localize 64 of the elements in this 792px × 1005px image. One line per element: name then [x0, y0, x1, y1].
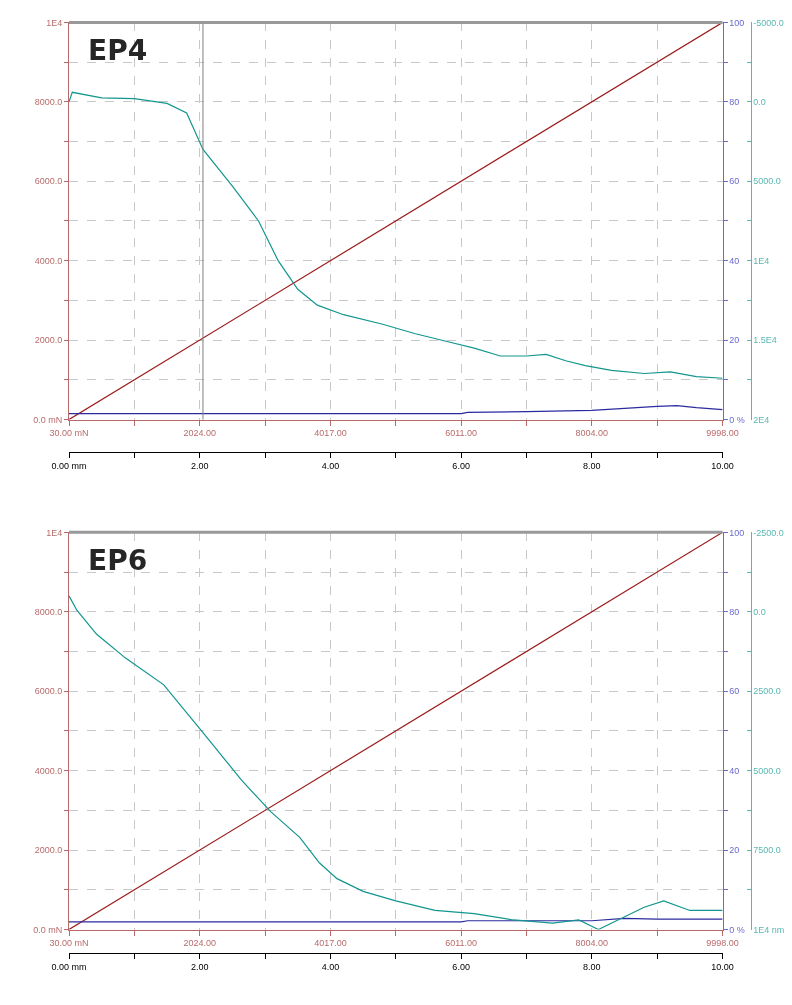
- x-tick-label: 10.00: [711, 961, 734, 972]
- y2-tick-label: 80: [729, 606, 740, 617]
- y2-tick-label: 100: [729, 527, 745, 538]
- y-tick-label: 0.0 mN: [33, 414, 63, 425]
- y3-tick-label: 7500.0: [753, 845, 781, 856]
- x2-tick-label: 8004.00: [575, 428, 609, 439]
- x-tick-label: 10.00: [711, 461, 734, 472]
- y-tick-label: 8000.0: [34, 606, 63, 617]
- x2-tick-label: 4017.00: [314, 428, 347, 439]
- x-tick-label: 0.00 mm: [51, 961, 87, 972]
- y2-tick-label: 80: [729, 96, 740, 107]
- y-tick-label: 8000.0: [34, 96, 63, 107]
- x2-tick-label: 30.00 mN: [49, 938, 89, 949]
- y3-tick-label: -5000.0: [753, 17, 784, 28]
- x2-tick-label: 2024.00: [183, 938, 217, 949]
- y3-tick-label: 5000.0: [753, 765, 781, 776]
- y-tick-label: 2000.0: [34, 335, 63, 346]
- x2-tick-label: 9998.00: [706, 428, 739, 439]
- y3-tick-label: 2500.0: [753, 686, 781, 697]
- y2-tick-label: 0 %: [729, 924, 745, 935]
- y2-tick-label: 40: [729, 765, 740, 776]
- x-tick-label: 0.00 mm: [51, 461, 87, 472]
- text: EP4: [88, 34, 148, 67]
- y2-tick-label: 60: [729, 176, 740, 187]
- y-tick-label: 1E4: [46, 17, 63, 28]
- line-series: [69, 405, 723, 415]
- y2-tick-label: 100: [729, 17, 745, 28]
- x2-tick-label: 8004.00: [575, 938, 609, 949]
- y-tick-label: 4000.0: [34, 765, 63, 776]
- x-tick-label: 6.00: [452, 961, 470, 972]
- y3-tick-label: 1E4 nm: [753, 924, 785, 935]
- y3-tick-label: 1.5E4: [753, 335, 777, 346]
- y-tick-label: 6000.0: [34, 176, 63, 187]
- y3-tick-label: 2E4: [753, 414, 770, 425]
- line-series: [69, 91, 723, 379]
- y3-tick-label: 1E4: [753, 255, 770, 266]
- x-tick-label: 8.00: [583, 961, 601, 972]
- x-tick-label: 8.00: [583, 461, 601, 472]
- y-tick-label: 2000.0: [34, 845, 63, 856]
- x-tick-label: 6.00: [452, 461, 470, 472]
- y2-tick-label: 20: [729, 335, 740, 346]
- x-tick-label: 4.00: [321, 461, 340, 472]
- y2-tick-label: 20: [729, 845, 740, 856]
- y2-tick-label: 60: [729, 686, 740, 697]
- x2-tick-label: 4017.00: [314, 938, 347, 949]
- x2-tick-label: 6011.00: [445, 428, 478, 439]
- x-tick-label: 4.00: [321, 961, 340, 972]
- x2-tick-label: 30.00 mN: [49, 428, 89, 439]
- x2-tick-label: 6011.00: [445, 938, 478, 949]
- y-tick-label: 0.0 mN: [33, 924, 63, 935]
- x-tick-label: 2.00: [190, 461, 209, 472]
- x2-tick-label: 2024.00: [183, 428, 217, 439]
- text: EP6: [88, 544, 148, 577]
- y3-tick-label: 5000.0: [753, 176, 781, 187]
- x-tick-label: 2.00: [190, 961, 209, 972]
- y-tick-label: 6000.0: [34, 686, 63, 697]
- y-tick-label: 1E4: [46, 527, 63, 538]
- y2-tick-label: 0 %: [729, 414, 745, 425]
- y3-tick-label: 0.0: [753, 96, 766, 107]
- y3-tick-label: -2500.0: [753, 527, 784, 538]
- y2-tick-label: 40: [729, 255, 740, 266]
- x2-tick-label: 9998.00: [706, 938, 739, 949]
- y-tick-label: 4000.0: [34, 255, 63, 266]
- y3-tick-label: 0.0: [753, 606, 766, 617]
